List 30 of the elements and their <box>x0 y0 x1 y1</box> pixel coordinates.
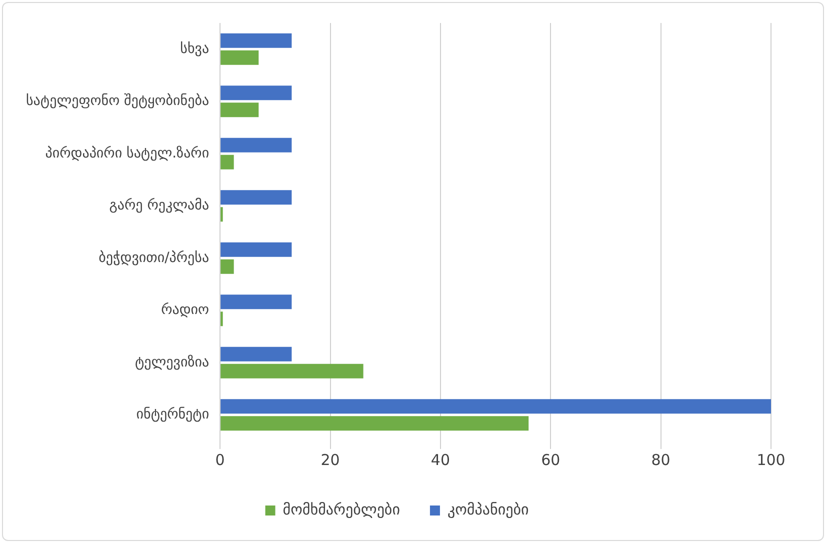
bar <box>220 399 771 414</box>
legend-label: მომხმარებლები <box>282 500 400 518</box>
bar <box>220 102 259 118</box>
y-tick-label: ინტერნეტი <box>136 406 210 423</box>
bar <box>220 364 364 378</box>
y-tick-label: გარე რეკლამა <box>109 198 210 214</box>
bar <box>220 259 234 274</box>
x-tick-label: 80 <box>651 450 670 469</box>
x-tick-label: 0 <box>215 450 225 469</box>
bar <box>220 346 292 362</box>
bar <box>220 242 292 257</box>
legend-label: კომპანიები <box>447 500 529 518</box>
bar <box>220 416 529 431</box>
y-tick-label: პირდაპირი სატელ.ზარი <box>45 145 210 162</box>
y-tick-label: რადიო <box>161 302 210 318</box>
x-tick-label: 20 <box>320 450 340 469</box>
y-tick-label: ტელევიზია <box>134 354 210 370</box>
x-tick-label: 40 <box>430 450 450 469</box>
bar <box>220 86 292 100</box>
bar <box>220 294 292 310</box>
y-tick-label: სატელეფონო შეტყობინება <box>26 93 210 110</box>
x-tick-label: 100 <box>756 450 786 469</box>
bar <box>220 154 234 170</box>
bar <box>220 33 292 48</box>
y-tick-label: ბეჭდვითი/პრესა <box>98 250 210 266</box>
bar <box>220 190 292 205</box>
bar <box>220 50 259 65</box>
x-tick-label: 60 <box>541 450 560 469</box>
bar <box>220 138 292 152</box>
y-tick-label: სხვა <box>180 40 210 57</box>
